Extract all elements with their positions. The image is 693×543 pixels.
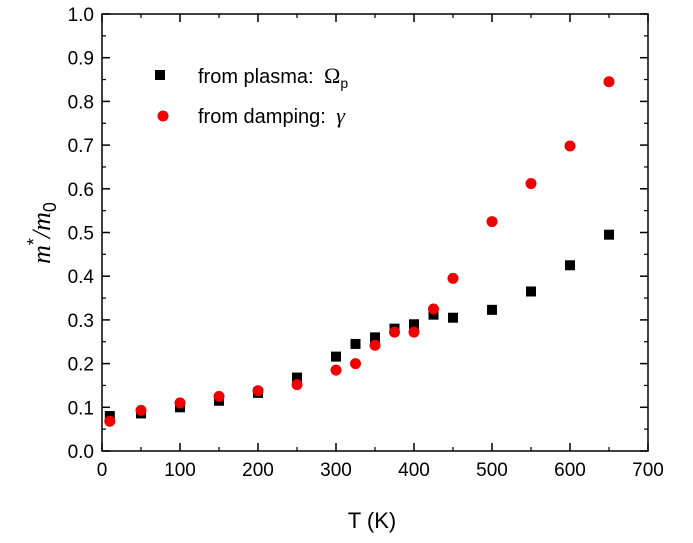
data-point-damping — [291, 379, 303, 391]
x-tick-label: 600 — [554, 460, 586, 481]
y-tick-label: 0.4 — [68, 267, 95, 288]
data-point-damping — [428, 303, 439, 315]
y-tick-label: 0.0 — [68, 442, 94, 463]
legend-plasma-label: from plasma: — [198, 66, 314, 88]
y-axis-title-sub: 0 — [40, 202, 60, 212]
data-point-plasma — [292, 372, 302, 383]
axis-ticks — [101, 13, 649, 452]
x-tick-label: 500 — [476, 460, 508, 481]
legend-damping-symbol: γ — [336, 103, 346, 128]
data-point-plasma — [428, 309, 439, 320]
legend-entry-plasma: from plasma: Ωp — [198, 63, 348, 91]
data-point-damping — [350, 358, 361, 370]
legend-plasma-subscript: p — [340, 75, 348, 91]
data-point-damping — [369, 339, 381, 351]
x-tick-label: 200 — [242, 460, 274, 481]
y-axis-title-slash: /m — [27, 212, 56, 240]
y-tick-label: 0.3 — [68, 311, 94, 332]
svg-text:m*/m0: m*/m0 — [24, 202, 60, 264]
data-markers — [104, 76, 615, 427]
y-tick-label: 0.6 — [68, 180, 94, 201]
tick-labels: 0 100 200 300 400 500 600 700 0.0 0.1 0.2 0.3 0.4 0.5… — [68, 5, 664, 481]
x-tick-label: 700 — [632, 460, 664, 481]
y-axis-title: m*/m0 — [24, 202, 60, 264]
data-point-damping — [174, 397, 186, 409]
data-point-plasma — [487, 304, 497, 315]
data-point-damping — [603, 76, 615, 88]
data-point-plasma — [370, 332, 380, 343]
y-tick-label: 0.1 — [68, 398, 94, 419]
legend-damping-label: from damping: — [198, 106, 326, 128]
data-point-damping — [389, 326, 400, 338]
data-point-plasma — [448, 312, 458, 323]
data-point-damping — [135, 404, 147, 416]
data-point-damping — [447, 272, 459, 284]
legend-entry-damping: from damping: γ — [198, 103, 346, 128]
data-point-plasma — [331, 351, 341, 362]
y-tick-label: 0.5 — [68, 224, 94, 245]
data-point-damping — [330, 364, 342, 376]
legend: from plasma: Ωp from damping: γ — [155, 63, 348, 128]
plot-frame — [101, 13, 649, 452]
x-tick-label: 400 — [398, 460, 430, 481]
y-tick-label: 0.7 — [68, 136, 94, 157]
y-tick-label: 0.2 — [68, 355, 94, 376]
x-tick-label: 100 — [164, 460, 196, 481]
y-axis-title-sup: * — [24, 238, 44, 245]
data-point-plasma — [350, 338, 361, 349]
x-tick-label: 0 — [97, 460, 108, 481]
legend-marker-plasma — [155, 70, 165, 80]
x-axis-title: T (K) — [348, 508, 396, 533]
y-axis-title-main: m — [27, 245, 56, 264]
data-point-plasma — [526, 286, 536, 297]
plot-border — [101, 13, 649, 452]
y-tick-label: 0.9 — [68, 49, 94, 70]
data-point-damping — [252, 385, 264, 397]
data-point-damping — [104, 415, 116, 427]
data-point-damping — [213, 390, 225, 402]
legend-plasma-symbol: Ω — [324, 63, 340, 88]
data-point-plasma — [409, 319, 419, 330]
data-point-plasma — [604, 229, 614, 240]
y-tick-label: 1.0 — [68, 5, 94, 26]
data-point-damping — [564, 140, 576, 152]
y-tick-label: 0.8 — [68, 92, 94, 113]
data-point-damping — [486, 216, 498, 228]
data-point-damping — [525, 178, 537, 190]
data-point-plasma — [565, 260, 575, 271]
legend-marker-damping — [157, 110, 169, 122]
data-point-damping — [408, 326, 420, 338]
x-tick-label: 300 — [320, 460, 352, 481]
